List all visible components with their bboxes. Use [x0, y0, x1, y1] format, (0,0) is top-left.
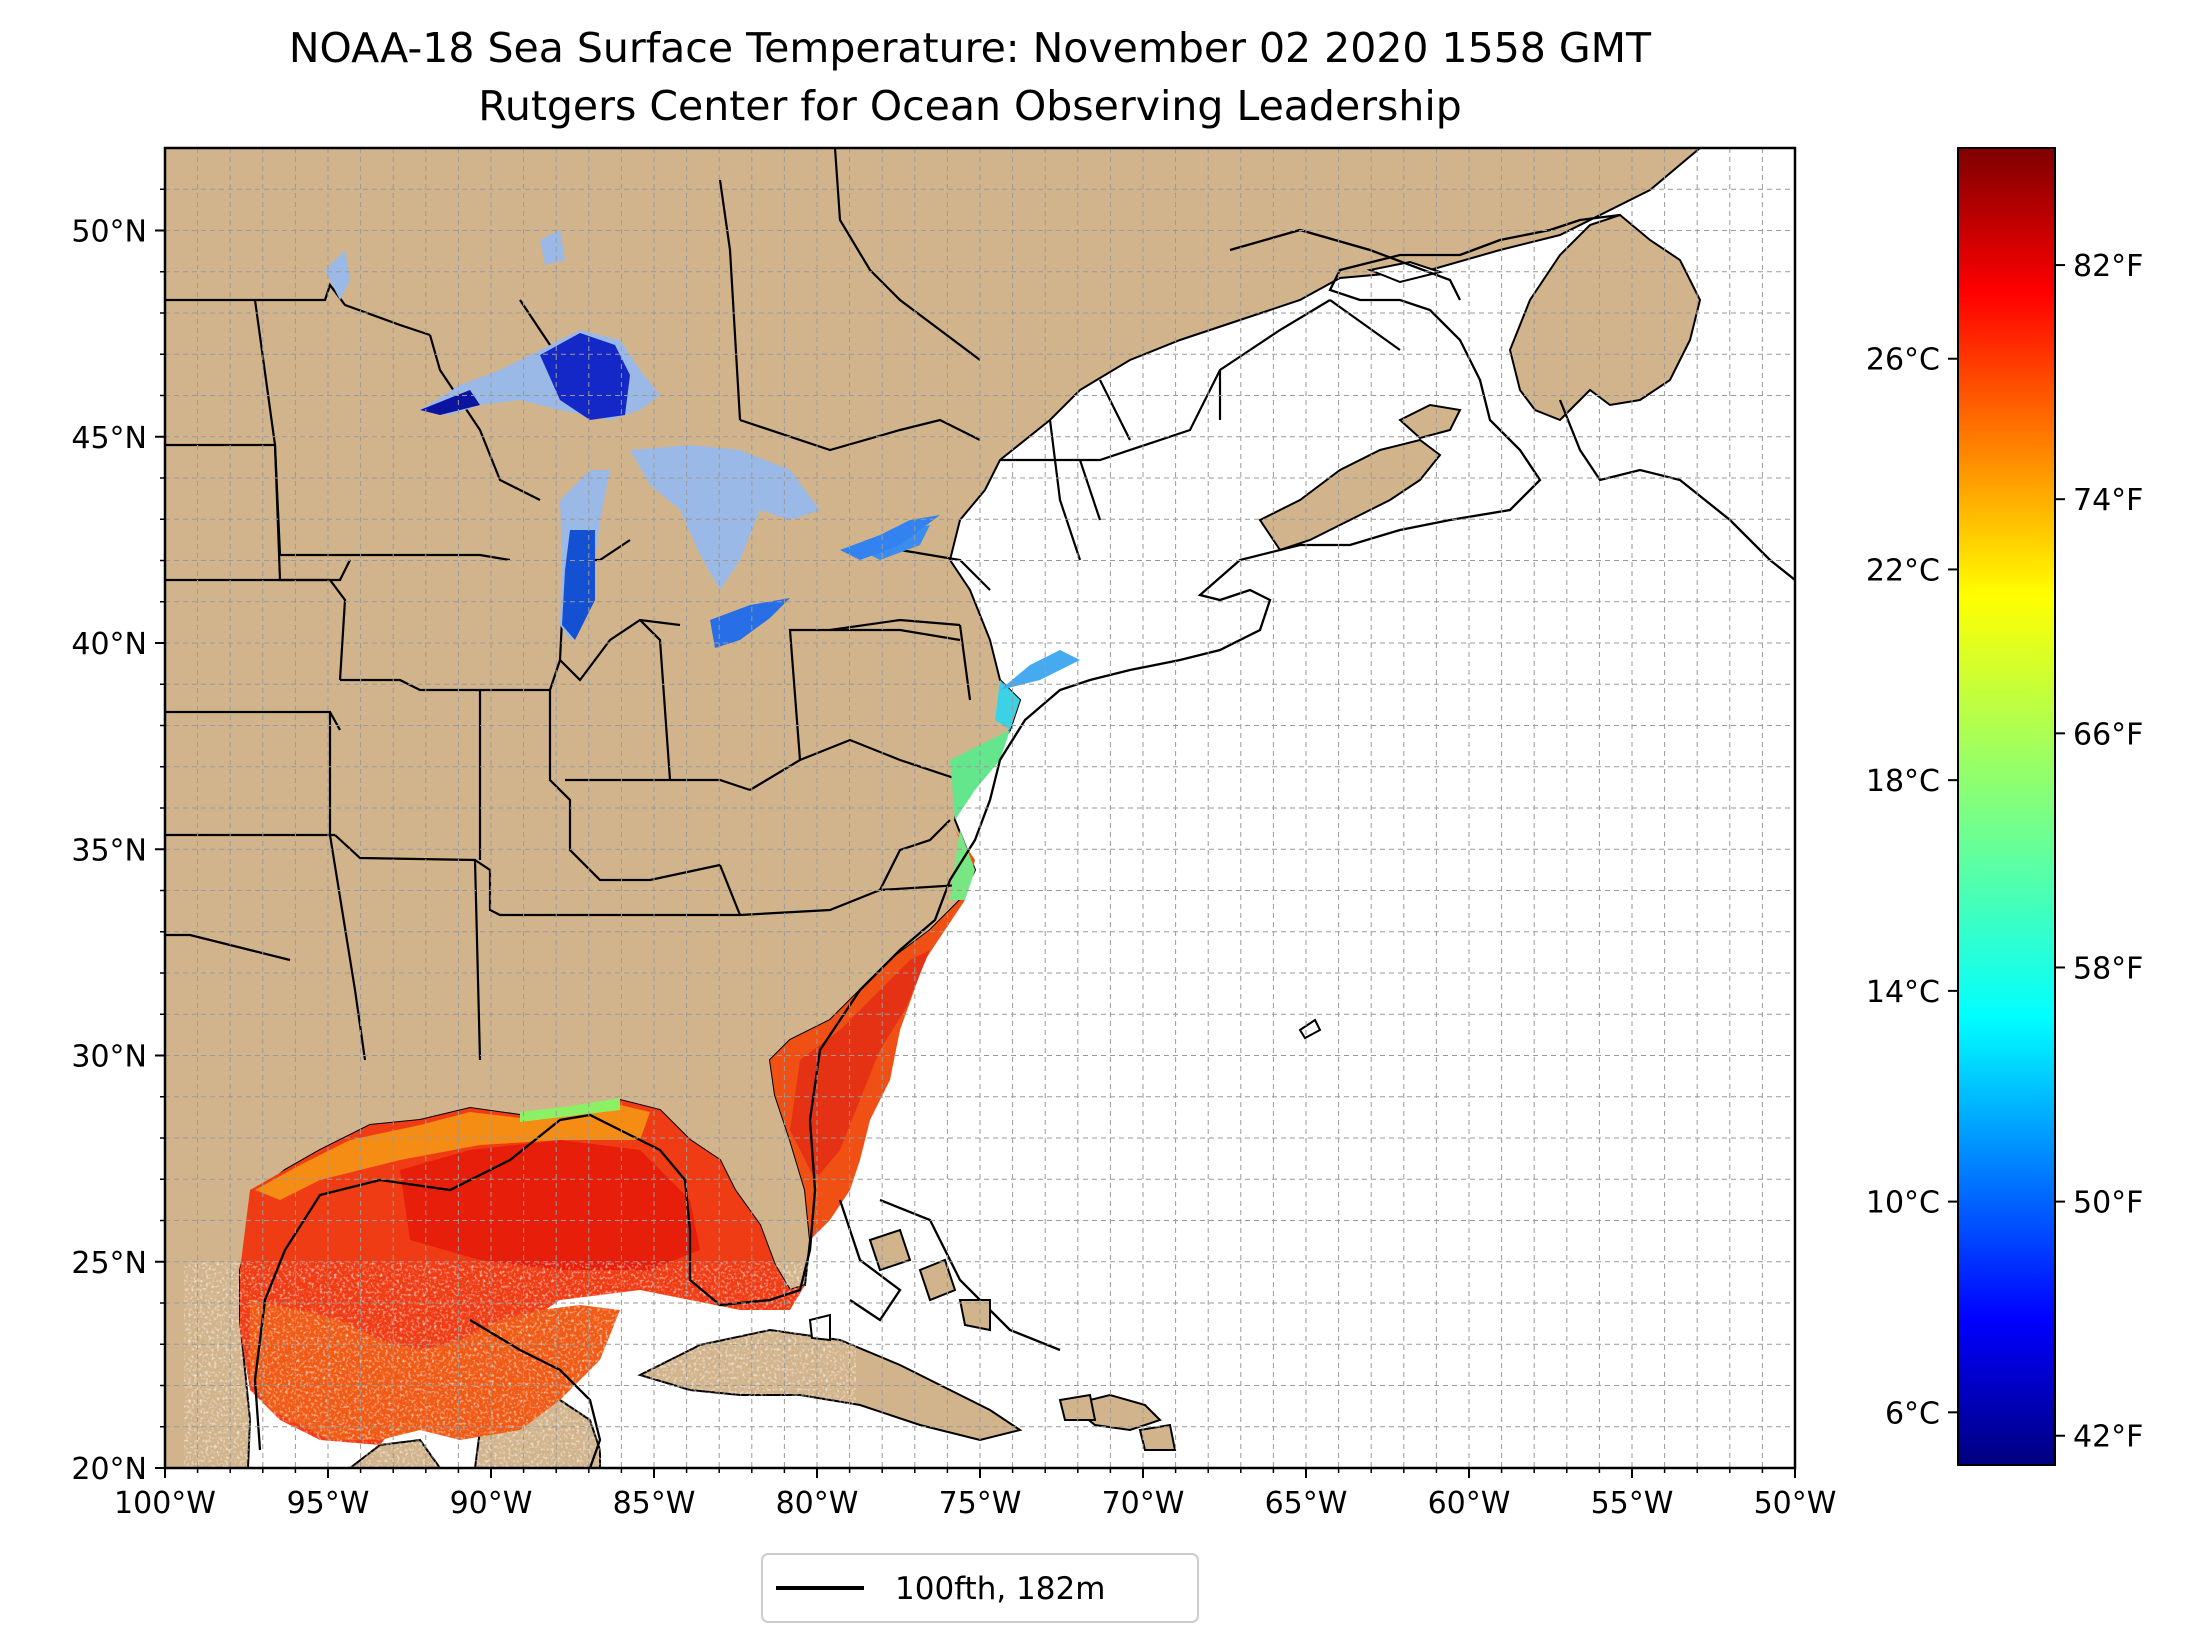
nj-coast-cyan	[995, 680, 1020, 730]
cloud-mask	[240, 1280, 800, 1460]
lat-tick-label: 50°N	[71, 215, 147, 250]
gulf-shelf-cool	[255, 1105, 650, 1200]
map-subtitle: Rutgers Center for Ocean Observing Leade…	[478, 82, 1462, 130]
lat-tick-label: 25°N	[71, 1246, 147, 1281]
sst-field	[240, 515, 1080, 1460]
lake-michigan-cold	[562, 530, 595, 640]
colorbar: 6°C 10°C 14°C 18°C 22°C 26°C 42°F 50°F 58°F 66°F…	[1866, 147, 2143, 1466]
legend-box	[761, 1553, 1199, 1623]
lon-tick-label: 65°W	[1265, 1486, 1348, 1521]
bahamas-islands	[808, 1018, 1322, 1451]
map-area	[165, 148, 1795, 1468]
ny-bight-blue	[1000, 650, 1080, 690]
mid-atlantic-green	[950, 730, 1010, 820]
lat-tick-label: 45°N	[71, 421, 147, 456]
lon-tick-label: 70°W	[1102, 1486, 1185, 1521]
celsius-tick-label: 14°C	[1866, 975, 1940, 1010]
lon-tick-label: 55°W	[1591, 1486, 1674, 1521]
lat-tick-label: 30°N	[71, 1040, 147, 1075]
celsius-tick-label: 18°C	[1866, 764, 1940, 799]
cape-breton-land	[1398, 403, 1462, 440]
gulf-coastal-green	[520, 1098, 620, 1122]
great-lakes	[325, 230, 930, 648]
colorbar-fahrenheit-axis: 42°F 50°F 58°F 66°F 74°F 82°F	[2055, 249, 2143, 1455]
longitude-axis: 100°W 95°W 90°W 85°W 80°W 75°W 70°W 65°W 60°W 55°…	[114, 1468, 1836, 1521]
celsius-tick-label: 10°C	[1866, 1186, 1940, 1221]
lon-tick-label: 50°W	[1754, 1486, 1837, 1521]
lon-tick-label: 60°W	[1428, 1486, 1511, 1521]
lon-tick-label: 85°W	[613, 1486, 696, 1521]
gulf-core-hot	[400, 1140, 700, 1270]
atlantic-coast-warm-core	[790, 950, 930, 1180]
fahrenheit-tick-label: 50°F	[2073, 1186, 2143, 1221]
fahrenheit-tick-label: 58°F	[2073, 951, 2143, 986]
legend: 100fth, 182m	[761, 1553, 1199, 1623]
nova-scotia-land	[1258, 438, 1442, 552]
fahrenheit-tick-label: 82°F	[2073, 249, 2143, 284]
colorbar-gradient	[1957, 147, 2056, 1466]
lon-tick-label: 75°W	[939, 1486, 1022, 1521]
lat-tick-label: 20°N	[71, 1452, 147, 1487]
lat-tick-label: 40°N	[71, 627, 147, 662]
lon-tick-label: 90°W	[450, 1486, 533, 1521]
lat-tick-label: 35°N	[71, 833, 147, 868]
celsius-tick-label: 26°C	[1866, 343, 1940, 378]
lon-tick-label: 80°W	[776, 1486, 859, 1521]
latitude-axis: 20°N 25°N 30°N 35°N 40°N 45°N 50°N	[71, 188, 165, 1487]
outer-banks-cool	[950, 830, 975, 900]
colorbar-celsius-axis: 6°C 10°C 14°C 18°C 22°C 26°C	[1866, 343, 1958, 1431]
newfoundland-land	[1508, 213, 1702, 422]
isobath-100fth	[253, 213, 1795, 1468]
lake-winnipeg	[325, 250, 350, 300]
lake-huron	[630, 445, 820, 590]
lake-erie	[710, 598, 790, 648]
lon-tick-label: 95°W	[287, 1486, 370, 1521]
lake-superior-west	[420, 390, 480, 415]
map-title: NOAA-18 Sea Surface Temperature: Novembe…	[289, 24, 1652, 72]
fahrenheit-tick-label: 42°F	[2073, 1420, 2143, 1455]
celsius-tick-label: 6°C	[1885, 1396, 1940, 1431]
fahrenheit-tick-label: 74°F	[2073, 483, 2143, 518]
lon-tick-label: 100°W	[114, 1486, 216, 1521]
legend-isobath-label: 100fth, 182m	[895, 1571, 1105, 1607]
map-gridlines	[165, 148, 1795, 1468]
lake-nipigon	[540, 230, 565, 265]
fahrenheit-tick-label: 66°F	[2073, 717, 2143, 752]
celsius-tick-label: 22°C	[1866, 553, 1940, 588]
anticosti-land	[1366, 260, 1444, 284]
